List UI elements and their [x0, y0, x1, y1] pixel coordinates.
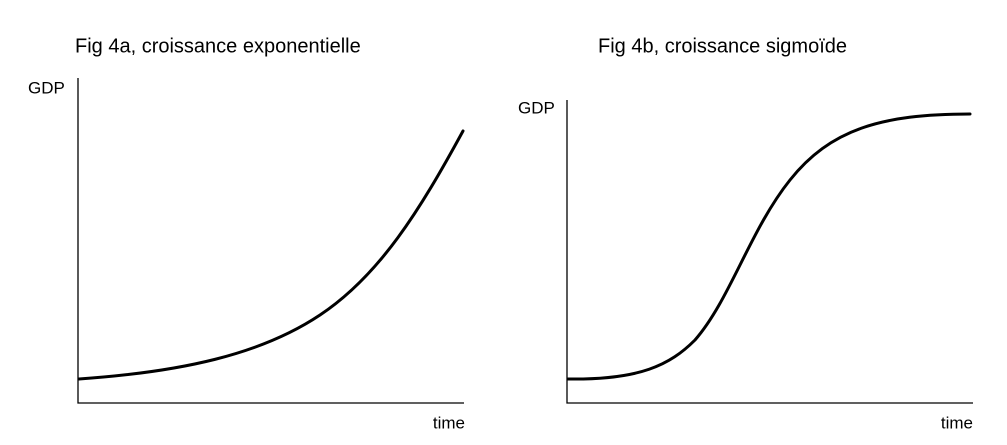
- figure-title: Fig 4a, croissance exponentielle: [75, 35, 361, 57]
- axes: [77, 78, 464, 404]
- figure-title: Fig 4b, croissance sigmoïde: [598, 35, 847, 57]
- x-axis-label: time: [941, 413, 973, 432]
- y-axis-label: GDP: [28, 78, 65, 97]
- figure-exponential: Fig 4a, croissance exponentielle GDP tim…: [28, 35, 465, 432]
- figure-sigmoid: Fig 4b, croissance sigmoïde GDP time: [518, 35, 973, 432]
- sigmoid-curve: [566, 112, 972, 381]
- y-axis-label: GDP: [518, 98, 555, 117]
- exponential-curve: [77, 129, 465, 381]
- x-axis-label: time: [433, 413, 465, 432]
- axes: [566, 100, 973, 404]
